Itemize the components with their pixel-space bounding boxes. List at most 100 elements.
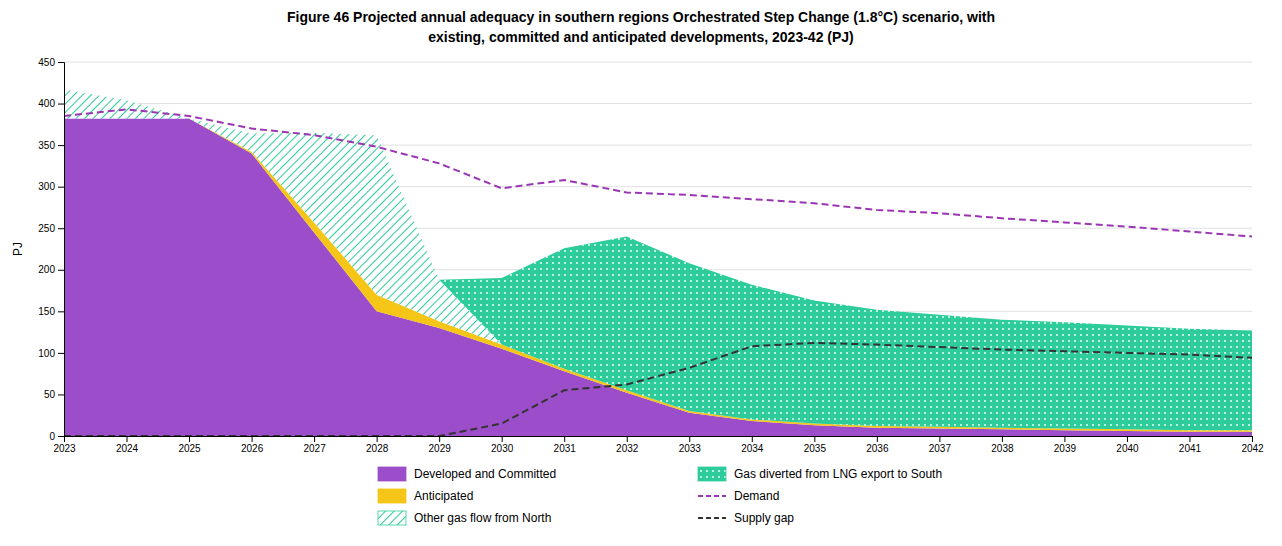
tick-mark bbox=[189, 436, 190, 442]
grid-line bbox=[64, 103, 1252, 104]
axis-domain bbox=[58, 63, 65, 437]
legend-item: Developed and Committed bbox=[378, 467, 556, 481]
tick: 50 bbox=[44, 389, 64, 400]
tick: 2030 bbox=[491, 436, 514, 454]
tick-label: 2039 bbox=[1054, 443, 1077, 454]
tick: 2038 bbox=[991, 436, 1014, 454]
tick-mark bbox=[1002, 436, 1003, 442]
legend-item: Demand bbox=[698, 489, 779, 503]
tick-label: 2024 bbox=[116, 443, 139, 454]
tick: 2027 bbox=[303, 436, 326, 454]
title: Figure 46 Projected annual adequacy in s… bbox=[287, 9, 995, 25]
line bbox=[64, 343, 1252, 436]
tick-mark bbox=[58, 311, 64, 312]
tick-mark bbox=[127, 436, 128, 442]
legend-swatch bbox=[378, 467, 406, 481]
tick-label: 450 bbox=[38, 57, 55, 68]
tick: 2028 bbox=[366, 436, 389, 454]
tick-label: 150 bbox=[38, 306, 55, 317]
tick-label: 250 bbox=[38, 223, 55, 234]
tick: 250 bbox=[38, 223, 64, 234]
tick-mark bbox=[58, 270, 64, 271]
tick-mark bbox=[1064, 436, 1065, 442]
tick-mark bbox=[58, 228, 64, 229]
tick-mark bbox=[58, 187, 64, 188]
tick: 2040 bbox=[1116, 436, 1139, 454]
legend-label: Developed and Committed bbox=[414, 467, 556, 481]
legend-swatch bbox=[698, 517, 726, 519]
tick-label: 300 bbox=[38, 181, 55, 192]
tick-mark bbox=[58, 145, 64, 146]
tick-mark bbox=[58, 394, 64, 395]
tick-label: 2026 bbox=[241, 443, 264, 454]
tick-mark bbox=[752, 436, 753, 442]
tick-label: 2042 bbox=[1241, 443, 1264, 454]
tick: 0 bbox=[49, 431, 64, 442]
tick: 2029 bbox=[429, 436, 452, 454]
tick: 400 bbox=[38, 98, 64, 109]
legend-label: Gas diverted from LNG export to South bbox=[734, 467, 942, 481]
line bbox=[64, 109, 1252, 236]
area bbox=[64, 89, 1252, 430]
tick: 2032 bbox=[616, 436, 639, 454]
legend-label: Demand bbox=[734, 489, 779, 503]
tick: 2039 bbox=[1054, 436, 1077, 454]
tick-mark bbox=[814, 436, 815, 442]
tick-mark bbox=[877, 436, 878, 442]
tick-mark bbox=[564, 436, 565, 442]
tick-label: 2033 bbox=[679, 443, 702, 454]
x-axis: 2023 2024 2025 2026 2027 2028 2029 2030 2031 2032… bbox=[53, 436, 1264, 454]
tick-label: 0 bbox=[49, 431, 55, 442]
tick: 2031 bbox=[554, 436, 577, 454]
tick-mark bbox=[502, 436, 503, 442]
tick-label: 2036 bbox=[866, 443, 889, 454]
tick: 450 bbox=[38, 57, 64, 68]
tick: 2036 bbox=[866, 436, 889, 454]
tick: 2025 bbox=[178, 436, 201, 454]
tick-label: 2030 bbox=[491, 443, 514, 454]
legend-item: Gas diverted from LNG export to South bbox=[698, 467, 942, 481]
tick-label: 2027 bbox=[303, 443, 326, 454]
tick: 300 bbox=[38, 181, 64, 192]
tick: 100 bbox=[38, 348, 64, 359]
tick-label: 2023 bbox=[53, 443, 76, 454]
tick-label: 2038 bbox=[991, 443, 1014, 454]
legend-swatch bbox=[378, 511, 406, 525]
tick: 2024 bbox=[116, 436, 139, 454]
tick-mark bbox=[377, 436, 378, 442]
legend-swatch bbox=[378, 489, 406, 503]
y-axis: 050100150200250300350400450 bbox=[38, 57, 64, 442]
tick-mark bbox=[1252, 436, 1253, 442]
tick-label: 400 bbox=[38, 98, 55, 109]
plot: 2023 2024 2025 2026 2027 2028 2029 2030 2031 2032… bbox=[38, 57, 1264, 454]
tick-label: 2034 bbox=[741, 443, 764, 454]
chart: Figure 46 Projected annual adequacy in s… bbox=[0, 0, 1282, 546]
tick: 2042 bbox=[1241, 436, 1264, 454]
tick: 2035 bbox=[804, 436, 827, 454]
tick-mark bbox=[689, 436, 690, 442]
tick-mark bbox=[939, 436, 940, 442]
tick-label: 2029 bbox=[429, 443, 452, 454]
tick-label: 100 bbox=[38, 348, 55, 359]
area bbox=[64, 89, 1252, 430]
tick-mark bbox=[627, 436, 628, 442]
tick-mark bbox=[252, 436, 253, 442]
tick-mark bbox=[314, 436, 315, 442]
tick: 2023 bbox=[53, 436, 76, 454]
tick-label: 2037 bbox=[929, 443, 952, 454]
legend-item: Supply gap bbox=[698, 511, 794, 525]
marks bbox=[64, 89, 1252, 436]
tick: 2037 bbox=[929, 436, 952, 454]
grid bbox=[64, 62, 1252, 436]
tick-label: 50 bbox=[44, 389, 56, 400]
tick-mark bbox=[1189, 436, 1190, 442]
axis-domain bbox=[65, 437, 1253, 443]
tick: 2034 bbox=[741, 436, 764, 454]
tick: 2026 bbox=[241, 436, 264, 454]
tick-mark bbox=[58, 353, 64, 354]
tick-label: 2032 bbox=[616, 443, 639, 454]
legend-item: Other gas flow from North bbox=[378, 511, 551, 525]
tick: 2033 bbox=[679, 436, 702, 454]
tick-mark bbox=[1127, 436, 1128, 442]
tick-mark bbox=[58, 436, 64, 437]
